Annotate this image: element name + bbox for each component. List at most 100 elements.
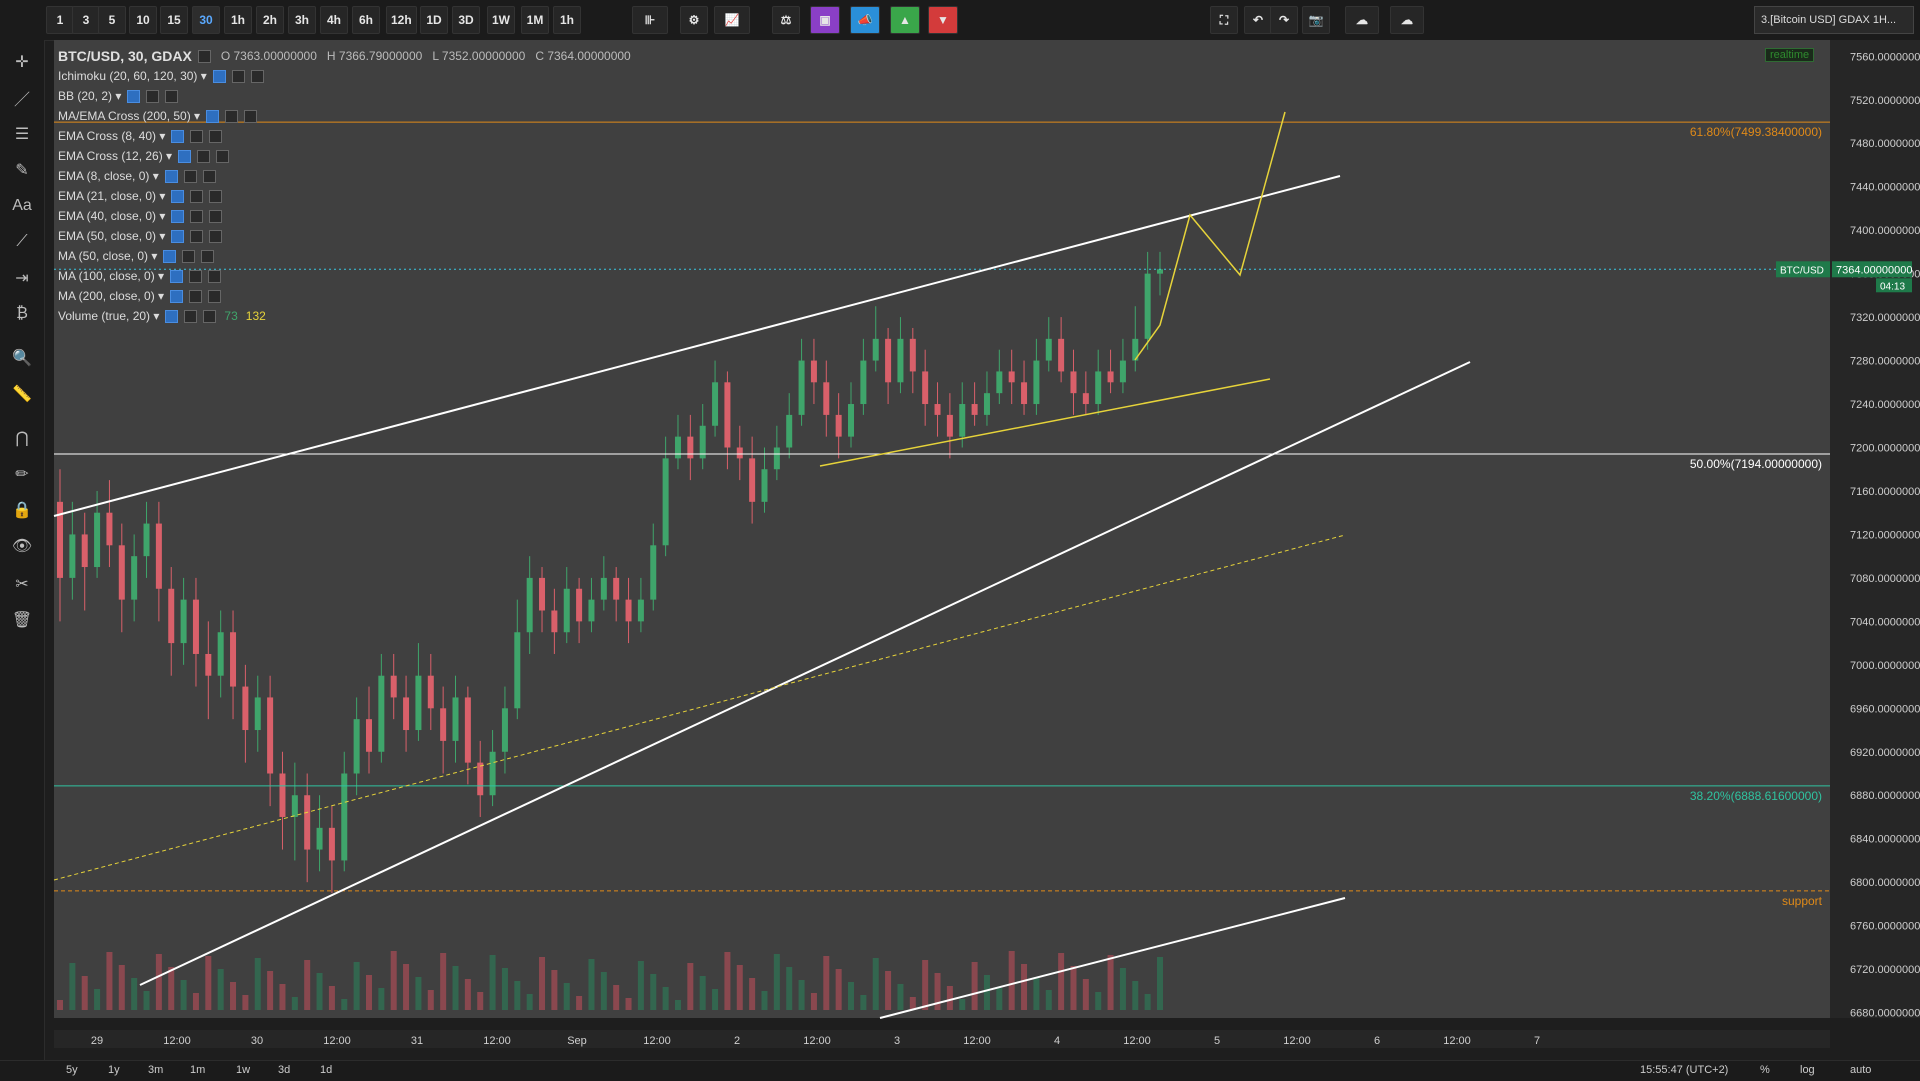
interval-button-3h[interactable]: 3h — [288, 6, 316, 34]
interval-button-1h[interactable]: 1h — [224, 6, 252, 34]
candle-type-button[interactable]: ⊪ — [632, 6, 668, 34]
indicator-toggle-icon[interactable] — [189, 269, 203, 283]
auto-toggle[interactable]: auto — [1850, 1064, 1872, 1076]
interval-button-10[interactable]: 10 — [129, 6, 157, 34]
buy-button[interactable]: ▲ — [890, 6, 920, 34]
interval-button-2h[interactable]: 2h — [256, 6, 284, 34]
indicator-toggle-icon[interactable] — [170, 289, 184, 303]
pattern-icon[interactable]: ⟋ — [16, 233, 28, 250]
indicator-row[interactable]: EMA (50, close, 0) ▾ — [58, 226, 631, 246]
indicator-toggle-icon[interactable] — [209, 189, 223, 203]
indicator-toggle-icon[interactable] — [209, 209, 223, 223]
interval-button-30[interactable]: 30 — [192, 6, 220, 34]
brush-icon[interactable]: ✎ — [15, 162, 29, 179]
crosshair-icon[interactable]: ✛ — [15, 54, 29, 71]
symbol-tab[interactable]: 3.[Bitcoin USD] GDAX 1H... — [1754, 6, 1914, 34]
indicator-row[interactable]: MA (100, close, 0) ▾ — [58, 266, 631, 286]
indicator-toggle-icon[interactable] — [171, 129, 185, 143]
indicator-toggle-icon[interactable] — [178, 149, 192, 163]
indicator-row[interactable]: EMA (40, close, 0) ▾ — [58, 206, 631, 226]
range-3d[interactable]: 3d — [278, 1064, 291, 1076]
indicator-toggle-icon[interactable] — [165, 89, 179, 103]
indicator-row[interactable]: Volume (true, 20) ▾ 73 132 — [58, 306, 631, 326]
legend-settings-icon[interactable] — [197, 49, 211, 63]
indicator-toggle-icon[interactable] — [250, 69, 264, 83]
trash-icon[interactable]: 🗑 — [11, 612, 33, 629]
indicator-row[interactable]: Ichimoku (20, 60, 120, 30) ▾ — [58, 66, 631, 86]
sell-button[interactable]: ▼ — [928, 6, 958, 34]
percent-toggle[interactable]: % — [1760, 1064, 1770, 1076]
range-1y[interactable]: 1y — [108, 1064, 120, 1076]
eye-icon[interactable]: 👁 — [11, 538, 33, 555]
indicator-row[interactable]: EMA Cross (8, 40) ▾ — [58, 126, 631, 146]
indicator-toggle-icon[interactable] — [208, 289, 222, 303]
interval-button-1h[interactable]: 1h — [553, 6, 581, 34]
indicator-toggle-icon[interactable] — [231, 69, 245, 83]
indicator-toggle-icon[interactable] — [244, 109, 258, 123]
indicator-toggle-icon[interactable] — [206, 109, 220, 123]
indicator-toggle-icon[interactable] — [209, 229, 223, 243]
indicator-toggle-icon[interactable] — [225, 109, 239, 123]
indicator-toggle-icon[interactable] — [201, 249, 215, 263]
range-1d[interactable]: 1d — [320, 1064, 333, 1076]
indicator-toggle-icon[interactable] — [190, 229, 204, 243]
indicator-toggle-icon[interactable] — [208, 269, 222, 283]
indicator-toggle-icon[interactable] — [165, 309, 179, 323]
indicator-row[interactable]: MA/EMA Cross (200, 50) ▾ — [58, 106, 631, 126]
tools-icon[interactable]: ✂ — [15, 576, 29, 593]
cube-icon[interactable]: ▣ — [810, 6, 840, 34]
trendline-icon[interactable]: ／ — [13, 92, 30, 109]
indicator-toggle-icon[interactable] — [171, 209, 185, 223]
indicator-toggle-icon[interactable] — [203, 309, 217, 323]
gear-icon[interactable]: ⚙ — [680, 6, 708, 34]
magnet-icon[interactable]: ⋂ — [15, 430, 29, 447]
camera-icon[interactable]: 📷 — [1302, 6, 1330, 34]
text-icon[interactable]: Aa — [12, 197, 32, 214]
interval-button-1[interactable]: 1 — [46, 6, 74, 34]
zoom-icon[interactable]: 🔍 — [12, 350, 32, 367]
indicator-row[interactable]: EMA Cross (12, 26) ▾ — [58, 146, 631, 166]
indicator-toggle-icon[interactable] — [197, 149, 211, 163]
indicator-row[interactable]: EMA (8, close, 0) ▾ — [58, 166, 631, 186]
indicator-toggle-icon[interactable] — [184, 309, 198, 323]
indicator-toggle-icon[interactable] — [164, 169, 178, 183]
indicator-toggle-icon[interactable] — [202, 169, 216, 183]
indicator-row[interactable]: MA (50, close, 0) ▾ — [58, 246, 631, 266]
indicator-toggle-icon[interactable] — [189, 289, 203, 303]
indicator-toggle-icon[interactable] — [183, 169, 197, 183]
range-1m[interactable]: 1m — [190, 1064, 206, 1076]
interval-button-1D[interactable]: 1D — [420, 6, 448, 34]
interval-button-1M[interactable]: 1M — [521, 6, 549, 34]
indicator-toggle-icon[interactable] — [209, 129, 223, 143]
indicator-toggle-icon[interactable] — [190, 209, 204, 223]
log-toggle[interactable]: log — [1800, 1064, 1815, 1076]
indicator-toggle-icon[interactable] — [190, 129, 204, 143]
interval-button-1W[interactable]: 1W — [487, 6, 515, 34]
interval-button-6h[interactable]: 6h — [352, 6, 380, 34]
cloud-load-icon[interactable]: ☁ — [1345, 6, 1379, 34]
range-1w[interactable]: 1w — [236, 1064, 251, 1076]
indicator-toggle-icon[interactable] — [182, 249, 196, 263]
interval-button-12h[interactable]: 12h — [386, 6, 417, 34]
compare-icon[interactable]: ⚖ — [772, 6, 800, 34]
interval-button-4h[interactable]: 4h — [320, 6, 348, 34]
measure-icon[interactable]: ⇥ — [15, 270, 29, 287]
indicators-icon[interactable]: 📈 — [714, 6, 750, 34]
megaphone-icon[interactable]: 📣 — [850, 6, 880, 34]
fullscreen-icon[interactable]: ⛶ — [1210, 6, 1238, 34]
range-3m[interactable]: 3m — [148, 1064, 164, 1076]
indicator-toggle-icon[interactable] — [171, 229, 185, 243]
range-5y[interactable]: 5y — [66, 1064, 78, 1076]
interval-button-3[interactable]: 3 — [72, 6, 100, 34]
indicator-row[interactable]: EMA (21, close, 0) ▾ — [58, 186, 631, 206]
hlines-icon[interactable]: ☰ — [14, 126, 30, 143]
lock-icon[interactable]: 🔒 — [12, 502, 32, 519]
redo-icon[interactable]: ↷ — [1270, 6, 1298, 34]
indicator-row[interactable]: BB (20, 2) ▾ — [58, 86, 631, 106]
interval-button-15[interactable]: 15 — [160, 6, 188, 34]
indicator-toggle-icon[interactable] — [146, 89, 160, 103]
indicator-toggle-icon[interactable] — [190, 189, 204, 203]
bitcoin-icon[interactable]: ₿ — [16, 305, 28, 322]
pencil-icon[interactable]: ✏ — [15, 466, 29, 483]
